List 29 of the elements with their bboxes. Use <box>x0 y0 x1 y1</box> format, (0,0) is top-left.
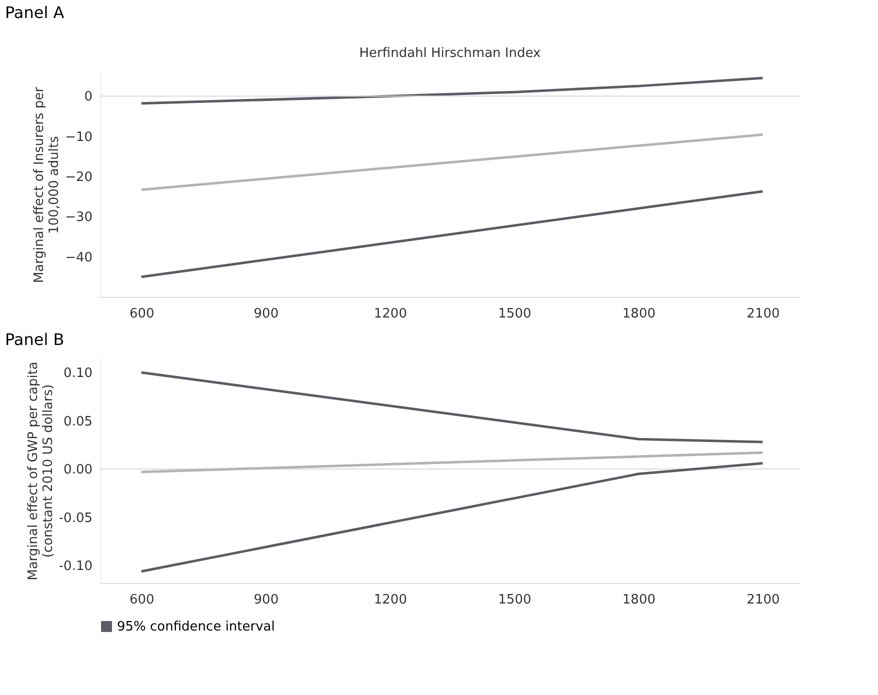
x-tick-label: 1200 <box>374 592 407 608</box>
y-tick-label: 0.00 <box>64 462 92 478</box>
y-tick-label: 0.05 <box>64 414 92 430</box>
y-tick-label: 0 <box>84 90 92 105</box>
y-tick-label: -0.10 <box>58 559 92 574</box>
y-tick-label: −10 <box>65 130 92 145</box>
x-tick-label: 600 <box>130 306 154 322</box>
chart-title: Panel B <box>5 330 64 349</box>
y-tick-label: −40 <box>65 250 92 266</box>
y-tick-label: 0.10 <box>64 366 92 381</box>
x-tick-label: 2100 <box>746 592 780 608</box>
x-tick-label: 1500 <box>498 592 532 608</box>
y-axis-title: Marginal effect of GWP per capita (constant 2010 US dollars) <box>26 362 56 580</box>
x-tick-label: 900 <box>254 306 279 322</box>
legend-label: 95% confidence interval <box>117 620 275 634</box>
x-tick-label: 1500 <box>498 306 532 322</box>
x-tick-label: 1200 <box>374 306 407 322</box>
x-tick-label: 1800 <box>622 306 656 322</box>
x-tick-label: 2100 <box>746 306 780 322</box>
x-tick-label: 900 <box>254 592 279 608</box>
x-tick-label: 1800 <box>622 592 656 608</box>
y-tick-label: −30 <box>65 210 92 226</box>
line-series <box>140 76 764 105</box>
x-tick-label: 600 <box>130 592 154 608</box>
chart-subtitle: Herfindahl Hirschman Index <box>359 46 542 61</box>
y-tick-label: -0.05 <box>58 510 92 526</box>
y-tick-label: −20 <box>65 170 92 185</box>
y-axis-title: Marginal effect of Insurers per 100,000 adults <box>32 86 62 284</box>
chart-title: Panel A <box>5 3 64 22</box>
